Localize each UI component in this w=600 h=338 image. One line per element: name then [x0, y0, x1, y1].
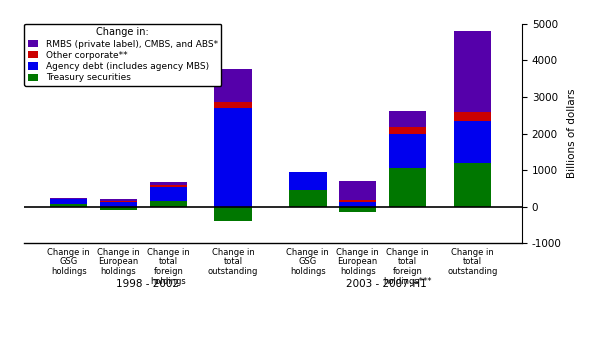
Bar [214, 108, 252, 207]
Bar [339, 202, 376, 207]
Bar [289, 190, 326, 207]
Bar [100, 201, 137, 202]
Bar [454, 163, 491, 207]
Text: 2003 - 2007:H1: 2003 - 2007:H1 [346, 279, 427, 289]
Bar [339, 200, 376, 202]
Bar [339, 207, 376, 212]
Bar [150, 187, 187, 201]
Y-axis label: Billions of dollars: Billions of dollars [567, 89, 577, 178]
Bar [214, 102, 252, 108]
Bar [150, 183, 187, 185]
Bar [454, 121, 491, 163]
Bar [50, 199, 88, 204]
Bar [389, 134, 426, 168]
Bar [454, 112, 491, 121]
Legend: RMBS (private label), CMBS, and ABS*, Other corporate**, Agency debt (includes a: RMBS (private label), CMBS, and ABS*, Ot… [24, 24, 221, 86]
Text: 1998 - 2002: 1998 - 2002 [116, 279, 179, 289]
Bar [339, 181, 376, 200]
Bar [289, 172, 326, 190]
Bar [214, 207, 252, 221]
Bar [389, 168, 426, 207]
Bar [100, 199, 137, 201]
Bar [100, 202, 137, 207]
Bar [100, 207, 137, 210]
Bar [50, 204, 88, 207]
Bar [50, 198, 88, 199]
Bar [214, 69, 252, 102]
Bar [389, 111, 426, 127]
Bar [150, 201, 187, 207]
Bar [389, 127, 426, 134]
Bar [454, 31, 491, 112]
Bar [150, 185, 187, 187]
